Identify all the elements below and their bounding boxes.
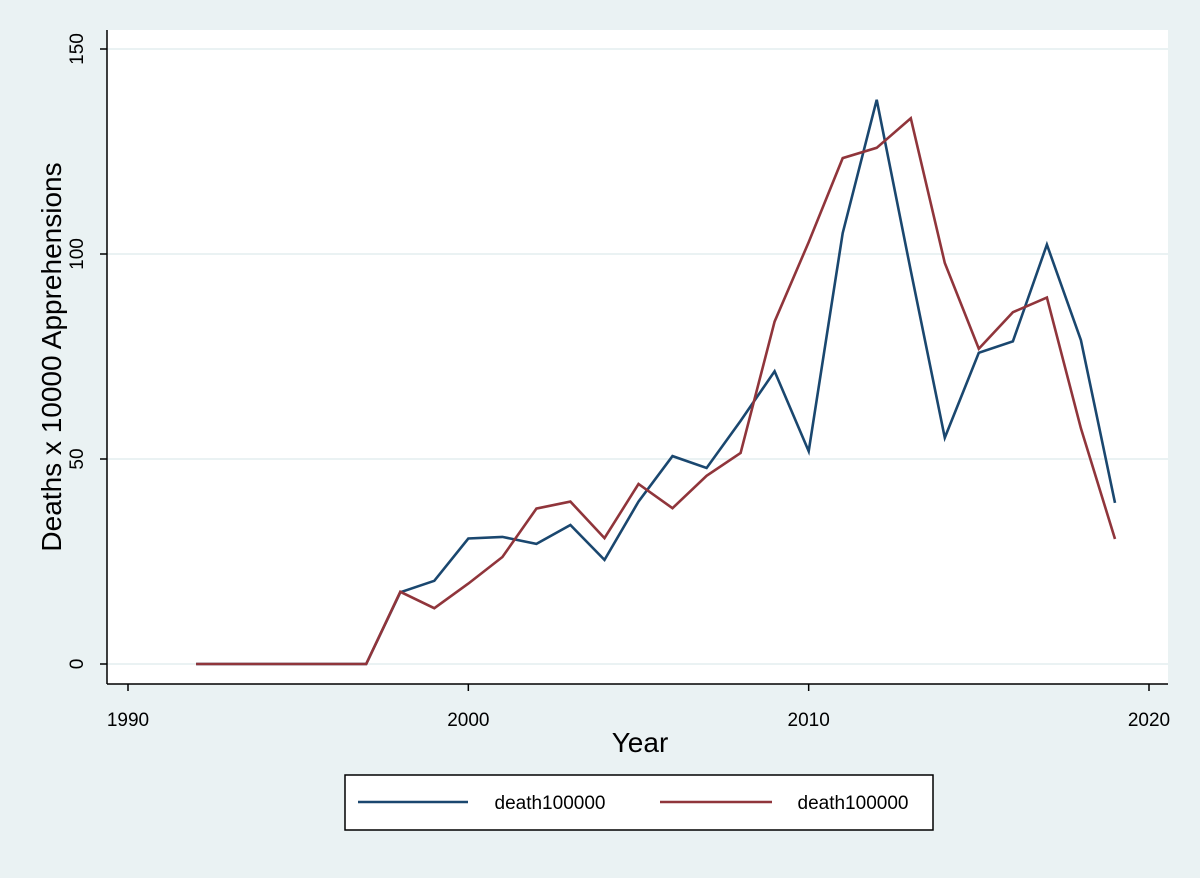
- legend-label-1: death100000: [495, 793, 606, 814]
- y-tick-label: 0: [67, 659, 88, 670]
- series-lines: [196, 99, 1117, 666]
- legend-label-2: death100000: [798, 793, 909, 814]
- x-tick-label: 2020: [1128, 710, 1170, 731]
- x-tick-label: 2010: [788, 710, 830, 731]
- y-tick-label: 50: [67, 448, 88, 469]
- y-axis-label: Deaths x 10000 Apprehensions: [36, 162, 67, 551]
- x-axis-label: Year: [612, 727, 669, 758]
- x-tick-label: 2000: [447, 710, 489, 731]
- legend: death100000 death100000: [344, 774, 934, 831]
- gridlines: [107, 48, 1168, 665]
- axes: [106, 30, 1168, 685]
- y-tick-label: 150: [67, 33, 88, 65]
- ticks: 0 50 100 150 1990 2000 2010 2020: [67, 33, 1170, 731]
- x-tick-label: 1990: [107, 710, 149, 731]
- series-line-2: [196, 115, 1117, 666]
- legend-items: death100000 death100000: [358, 793, 908, 814]
- plot-background: [107, 30, 1168, 684]
- y-tick-label: 100: [67, 238, 88, 270]
